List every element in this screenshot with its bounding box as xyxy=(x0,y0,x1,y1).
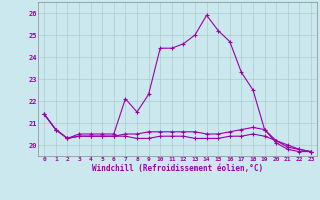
X-axis label: Windchill (Refroidissement éolien,°C): Windchill (Refroidissement éolien,°C) xyxy=(92,164,263,173)
